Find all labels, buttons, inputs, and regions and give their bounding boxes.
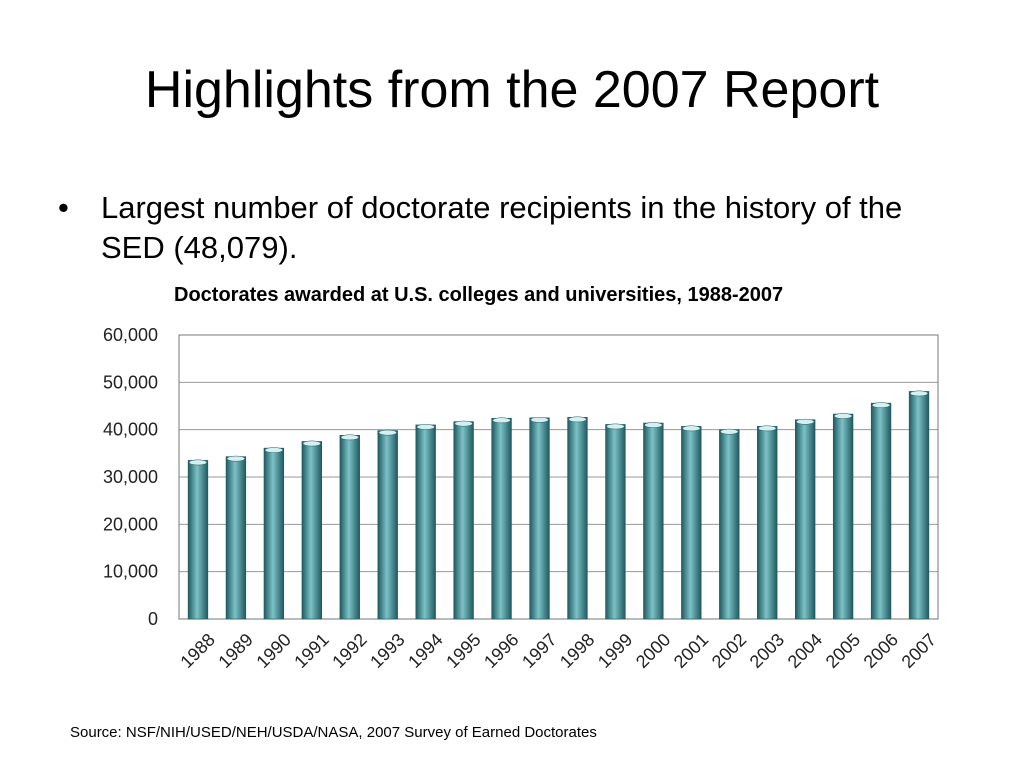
plot-frame	[178, 334, 939, 620]
bar	[832, 413, 854, 620]
bar-cap	[758, 425, 777, 432]
x-tick-label: 1988	[177, 630, 219, 672]
source-note: Source: NSF/NIH/USED/NEH/USDA/NASA, 2007…	[70, 724, 597, 741]
bar	[567, 417, 588, 620]
bar-cap	[226, 455, 246, 462]
bar-cap	[378, 429, 397, 436]
x-tick-label: 1991	[290, 630, 332, 672]
y-tick-label: 30,000	[103, 467, 158, 487]
y-tick-label: 60,000	[103, 325, 158, 345]
bar-cap	[720, 428, 739, 435]
x-tick-label: 1996	[480, 630, 522, 672]
bar-cap	[188, 459, 208, 466]
y-tick-label: 0	[148, 609, 158, 629]
x-tick-label: 2003	[746, 630, 788, 672]
bar-cap	[606, 423, 625, 430]
x-tick-label: 1992	[328, 630, 370, 672]
x-tick-label: 2006	[860, 630, 902, 672]
bar	[908, 391, 930, 620]
x-tick-label: 2002	[708, 630, 750, 672]
x-tick-label: 2005	[822, 630, 864, 672]
bar-cap	[834, 413, 853, 419]
bar	[301, 441, 322, 620]
bar-cap	[871, 402, 891, 409]
bar	[529, 417, 550, 620]
bar	[757, 426, 778, 620]
x-tick-label: 1990	[252, 630, 294, 672]
bar-cap	[568, 416, 587, 423]
chart-title: Doctorates awarded at U.S. colleges and …	[174, 284, 784, 306]
bar	[870, 402, 892, 620]
y-tick-label: 10,000	[103, 562, 158, 582]
bar	[491, 418, 512, 620]
y-tick-label: 50,000	[103, 372, 158, 392]
bar	[225, 456, 247, 620]
bar	[339, 435, 360, 620]
bar-cap	[530, 416, 549, 423]
y-tick-label: 20,000	[103, 514, 158, 534]
x-tick-label: 2007	[898, 630, 940, 672]
bullet-text: Largest number of doctorate recipients i…	[101, 190, 903, 265]
x-tick-label: 2001	[670, 630, 712, 672]
y-tick-label: 40,000	[103, 420, 158, 440]
bar-cap	[416, 424, 435, 430]
bar-cap	[682, 425, 701, 432]
x-tick-label: 1994	[404, 630, 446, 672]
bar	[453, 421, 474, 620]
x-tick-label: 2004	[784, 630, 826, 672]
bar-cap	[796, 418, 815, 425]
bar	[719, 429, 740, 620]
bullet-marker: •	[58, 190, 69, 225]
bar	[795, 419, 816, 620]
x-tick-label: 1993	[366, 630, 408, 672]
bar	[681, 426, 702, 620]
bar-cap	[909, 390, 929, 397]
bar	[605, 424, 626, 620]
x-tick-label: 1997	[518, 630, 560, 672]
x-tick-label: 1998	[556, 630, 598, 672]
bar-cap	[644, 422, 663, 428]
bar-cap	[302, 440, 321, 447]
bar	[263, 447, 285, 620]
x-tick-label: 1995	[442, 630, 484, 672]
slide-title: Highlights from the 2007 Report	[144, 61, 880, 119]
bar-cap	[340, 434, 359, 441]
bar	[377, 430, 398, 620]
x-tick-label: 1999	[594, 630, 636, 672]
bar-cap	[264, 447, 283, 453]
bar	[643, 422, 664, 620]
x-tick-label: 2000	[632, 630, 674, 672]
x-tick-label: 1989	[214, 630, 256, 672]
bar-cap	[492, 417, 511, 424]
bar	[187, 460, 209, 620]
bar	[415, 424, 436, 620]
bar-cap	[454, 420, 473, 427]
